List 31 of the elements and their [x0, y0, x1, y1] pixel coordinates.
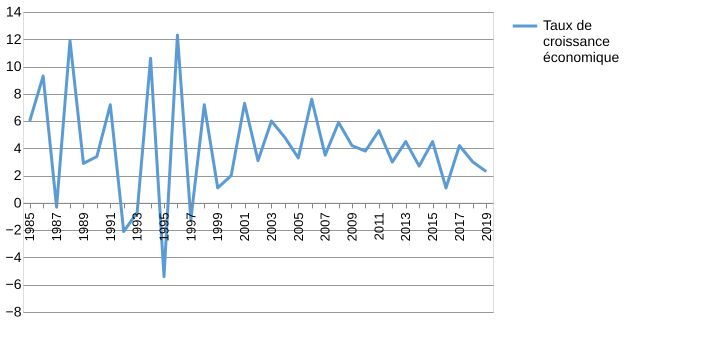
x-tick-label: 2011: [371, 212, 386, 240]
y-tick-label: 14: [6, 4, 22, 20]
y-tick-label: −2: [6, 222, 22, 238]
y-tick-label: 4: [14, 140, 22, 156]
y-tick-label: −6: [6, 276, 22, 292]
x-tick-label: 1995: [156, 212, 172, 242]
y-tick-label: −4: [6, 248, 22, 265]
x-tick-label: 2009: [344, 212, 360, 242]
x-tick-label: 1987: [49, 212, 64, 242]
x-tick-label: 2007: [318, 212, 333, 242]
x-tick-label: 2017: [452, 212, 467, 242]
x-tick-label: 2001: [237, 212, 252, 242]
y-tick-label: 0: [14, 194, 22, 210]
x-tick-label: 2015: [425, 212, 440, 242]
legend-label: Taux de croissance économique: [543, 17, 620, 65]
y-tick-label: 6: [14, 112, 22, 129]
y-tick-label: 8: [14, 85, 22, 102]
x-tick-label: 1999: [210, 212, 226, 242]
x-tick-label: 1997: [183, 212, 198, 242]
x-tick-label: 1991: [102, 212, 118, 242]
x-tick-label: 2003: [264, 212, 279, 242]
x-tick-label: 2005: [290, 212, 306, 242]
y-tick-label: 2: [14, 167, 22, 184]
x-tick-label: 1993: [130, 212, 145, 242]
y-tick-label: 10: [6, 58, 22, 74]
x-tick-label: 2013: [398, 212, 414, 242]
x-tick-label: 2019: [478, 212, 494, 242]
y-tick-label: 12: [6, 30, 22, 47]
x-tick-label: 1989: [76, 212, 91, 242]
y-tick-label: −8: [6, 304, 22, 320]
x-tick-label: 1985: [22, 212, 38, 242]
